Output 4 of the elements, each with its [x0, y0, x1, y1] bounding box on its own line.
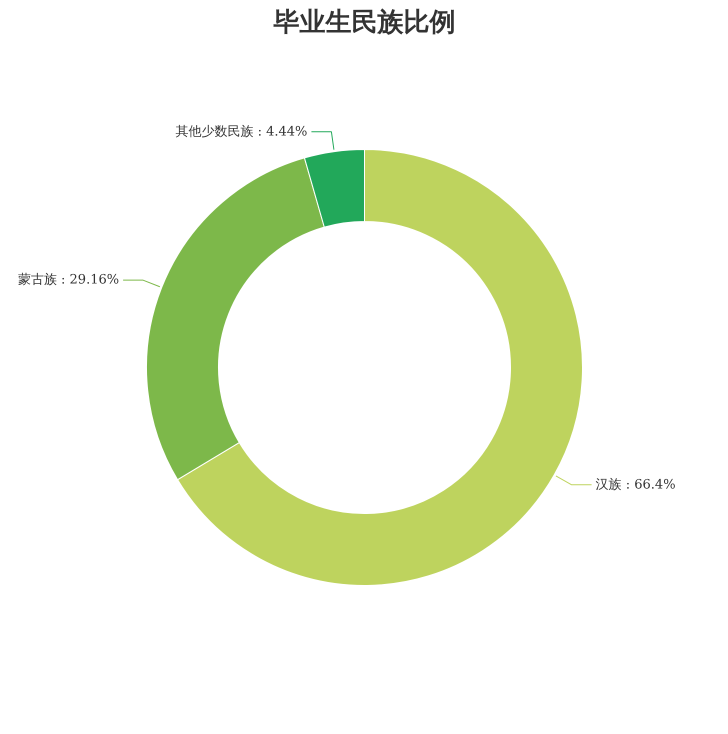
- slice-label: 汉族 : 66.4%: [596, 477, 676, 492]
- slice-label: 其他少数民族 : 4.44%: [175, 124, 308, 140]
- slice-label: 蒙古族 : 29.16%: [18, 272, 120, 288]
- chart-title: 毕业生民族比例: [272, 8, 456, 38]
